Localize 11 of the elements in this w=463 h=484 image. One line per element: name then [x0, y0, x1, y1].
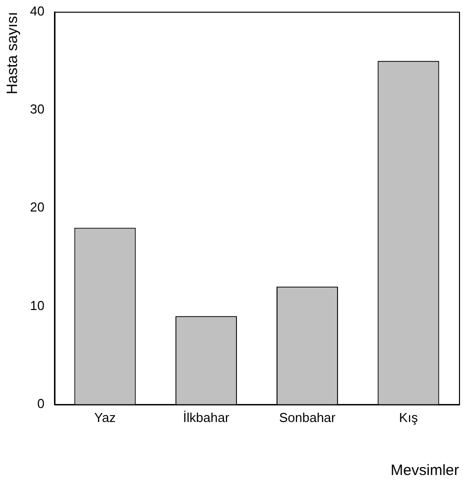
x-tick-label: Kış	[399, 410, 418, 425]
y-tick-label: 10	[30, 298, 44, 313]
x-tick-label: Yaz	[94, 410, 116, 425]
y-tick-label: 40	[30, 3, 44, 18]
x-axis-title: Mevsimler	[390, 462, 459, 480]
x-tick-label: İlkbahar	[183, 410, 230, 425]
y-tick-label: 30	[30, 102, 44, 117]
y-tick-label: 0	[37, 396, 44, 411]
y-axis-title: Hasta sayısı	[4, 12, 22, 94]
y-tick-label: 20	[30, 200, 44, 215]
x-tick-label: Sonbahar	[279, 410, 336, 425]
